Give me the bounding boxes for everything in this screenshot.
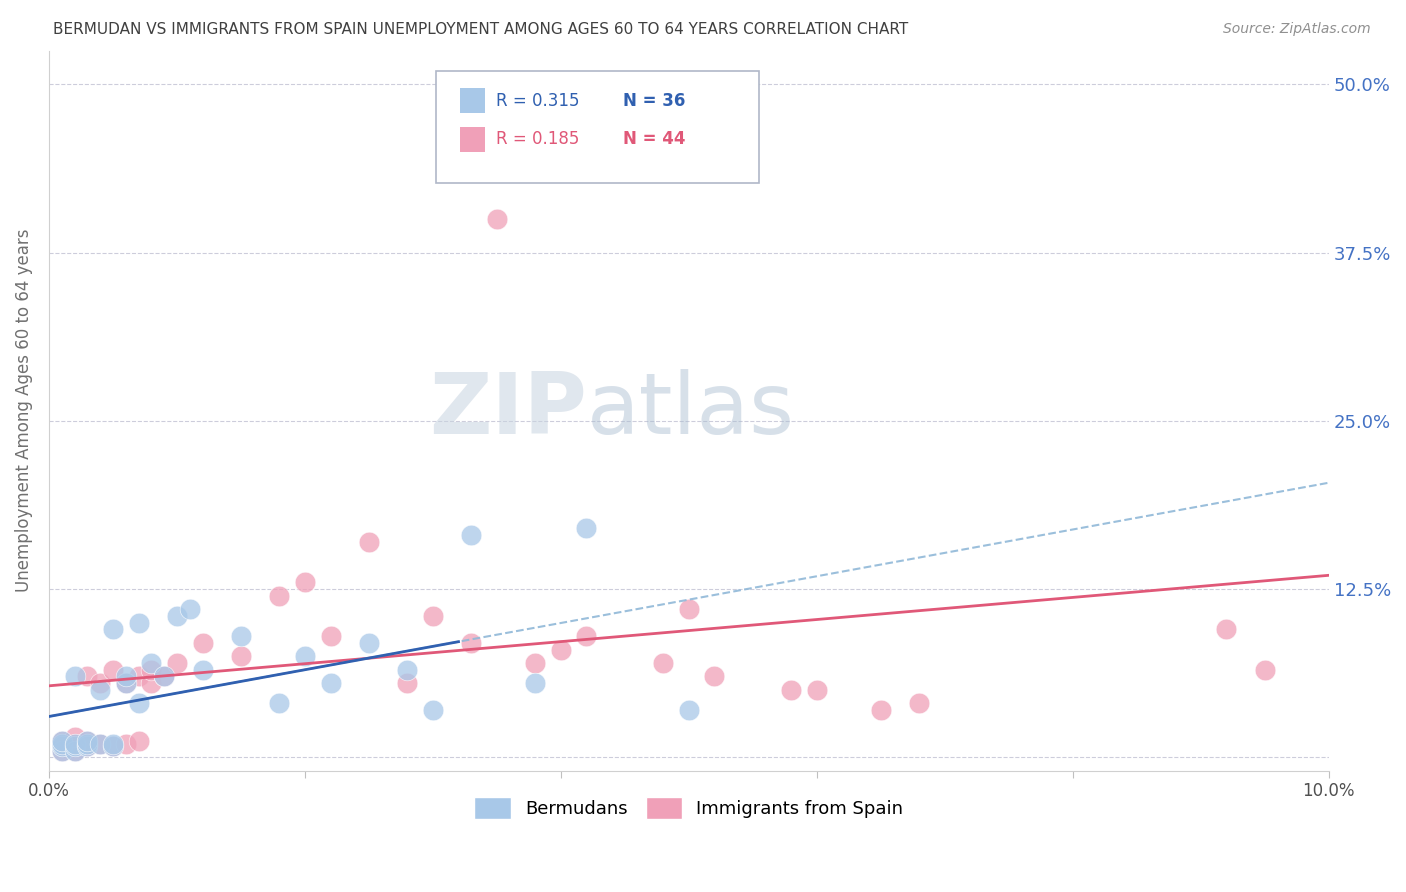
Point	[89, 682, 111, 697]
Point	[460, 636, 482, 650]
Point	[575, 521, 598, 535]
Text: R = 0.315: R = 0.315	[496, 92, 579, 110]
Point	[1215, 623, 1237, 637]
Point	[89, 737, 111, 751]
Point	[114, 669, 136, 683]
Point	[396, 663, 419, 677]
Point	[153, 669, 176, 683]
Point	[76, 739, 98, 754]
Point	[101, 737, 124, 751]
Point	[76, 734, 98, 748]
Point	[780, 682, 803, 697]
Point	[191, 636, 214, 650]
Point	[166, 608, 188, 623]
Point	[485, 211, 508, 226]
Point	[1254, 663, 1277, 677]
Point	[229, 629, 252, 643]
Point	[101, 739, 124, 754]
Point	[141, 656, 163, 670]
Point	[63, 737, 86, 751]
Point	[485, 158, 508, 172]
Point	[703, 669, 725, 683]
Point	[63, 669, 86, 683]
Text: BERMUDAN VS IMMIGRANTS FROM SPAIN UNEMPLOYMENT AMONG AGES 60 TO 64 YEARS CORRELA: BERMUDAN VS IMMIGRANTS FROM SPAIN UNEMPL…	[53, 22, 908, 37]
Point	[153, 669, 176, 683]
Text: R = 0.185: R = 0.185	[496, 130, 579, 148]
Point	[869, 703, 891, 717]
Point	[89, 676, 111, 690]
Point	[89, 737, 111, 751]
Point	[294, 575, 316, 590]
Point	[128, 734, 150, 748]
Point	[101, 663, 124, 677]
Point	[63, 730, 86, 744]
Point	[575, 629, 598, 643]
Point	[141, 676, 163, 690]
Text: atlas: atlas	[586, 369, 794, 452]
Point	[101, 739, 124, 754]
Point	[101, 623, 124, 637]
Point	[191, 663, 214, 677]
Point	[141, 663, 163, 677]
Point	[63, 743, 86, 757]
Point	[63, 739, 86, 754]
Point	[51, 739, 73, 754]
Point	[76, 734, 98, 748]
Point	[63, 737, 86, 751]
Point	[357, 535, 380, 549]
Point	[319, 629, 342, 643]
Point	[678, 703, 700, 717]
Point	[460, 528, 482, 542]
Point	[128, 669, 150, 683]
Point	[422, 608, 444, 623]
Point	[319, 676, 342, 690]
Legend: Bermudans, Immigrants from Spain: Bermudans, Immigrants from Spain	[467, 790, 911, 827]
Point	[128, 615, 150, 630]
Point	[51, 737, 73, 751]
Text: Source: ZipAtlas.com: Source: ZipAtlas.com	[1223, 22, 1371, 37]
Point	[269, 589, 291, 603]
Point	[51, 743, 73, 757]
Point	[806, 682, 828, 697]
Point	[269, 697, 291, 711]
Point	[229, 649, 252, 664]
Point	[63, 743, 86, 757]
Text: ZIP: ZIP	[429, 369, 586, 452]
Point	[524, 676, 547, 690]
Point	[524, 656, 547, 670]
Y-axis label: Unemployment Among Ages 60 to 64 years: Unemployment Among Ages 60 to 64 years	[15, 229, 32, 592]
Point	[128, 697, 150, 711]
Point	[357, 636, 380, 650]
Point	[166, 656, 188, 670]
Point	[76, 737, 98, 751]
Point	[908, 697, 931, 711]
Point	[51, 743, 73, 757]
Point	[550, 642, 572, 657]
Point	[396, 676, 419, 690]
Point	[76, 669, 98, 683]
Point	[114, 737, 136, 751]
Point	[51, 734, 73, 748]
Point	[652, 656, 675, 670]
Text: N = 44: N = 44	[623, 130, 685, 148]
Point	[76, 739, 98, 754]
Point	[422, 703, 444, 717]
Point	[678, 602, 700, 616]
Point	[179, 602, 201, 616]
Point	[51, 739, 73, 754]
Text: N = 36: N = 36	[623, 92, 685, 110]
Point	[114, 676, 136, 690]
Point	[114, 676, 136, 690]
Point	[294, 649, 316, 664]
Point	[51, 734, 73, 748]
